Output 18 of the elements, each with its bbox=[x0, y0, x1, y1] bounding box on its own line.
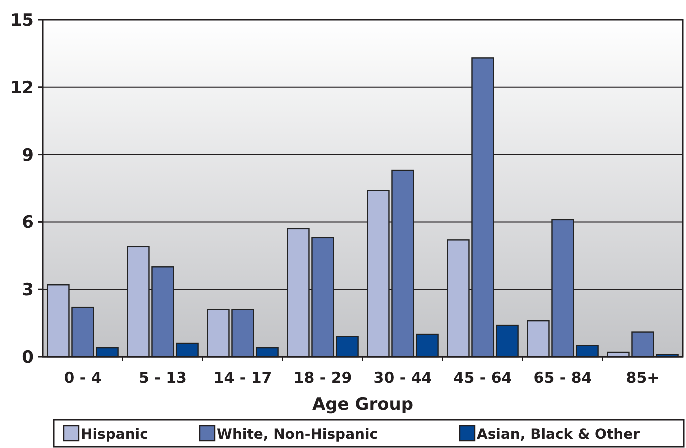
legend-label: Asian, Black & Other bbox=[477, 427, 640, 443]
y-tick-label: 12 bbox=[10, 78, 34, 98]
x-tick-label: 5 - 13 bbox=[139, 369, 187, 387]
x-tick-label: 0 - 4 bbox=[64, 369, 102, 387]
x-tick-label: 14 - 17 bbox=[214, 369, 272, 387]
x-axis-title: Age Group bbox=[312, 395, 414, 415]
y-tick-label: 9 bbox=[22, 146, 34, 166]
legend-label: White, Non-Hispanic bbox=[217, 427, 378, 443]
legend-label: Hispanic bbox=[81, 427, 148, 443]
x-tick-label: 65 - 84 bbox=[534, 369, 592, 387]
y-tick-label: 0 bbox=[22, 348, 34, 368]
y-tick-label: 15 bbox=[10, 10, 34, 31]
y-tick-label: 6 bbox=[22, 213, 34, 234]
y-tick-label: 3 bbox=[22, 280, 34, 301]
x-tick-label: 18 - 29 bbox=[294, 369, 352, 387]
x-tick-label: 30 - 44 bbox=[374, 369, 432, 387]
x-tick-label: 85+ bbox=[626, 369, 660, 387]
x-tick-label: 45 - 64 bbox=[454, 369, 512, 387]
